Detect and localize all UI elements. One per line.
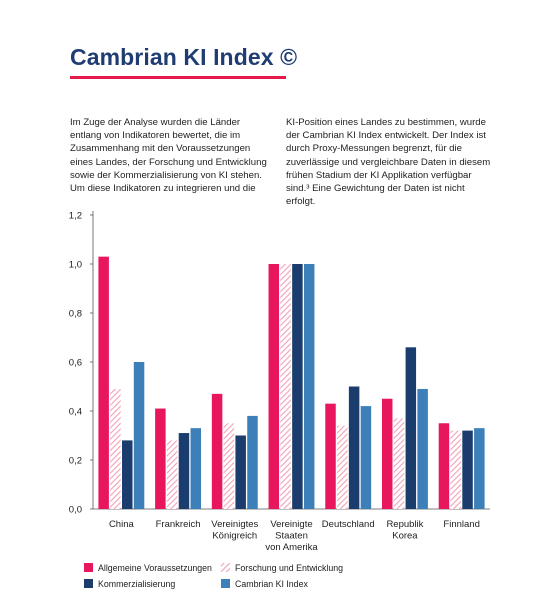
bar	[360, 406, 372, 509]
category-label: Vereinigtes	[211, 519, 258, 530]
y-tick-label: 0,6	[69, 358, 82, 369]
bar	[462, 430, 473, 509]
category-label: Deutschland	[322, 519, 375, 530]
y-tick-label: 0,8	[69, 309, 82, 320]
category-label: China	[109, 519, 135, 530]
legend-label: Kommerzialisierung	[98, 579, 175, 589]
bar	[393, 418, 405, 509]
bar	[474, 428, 485, 509]
page-title: Cambrian KI Index ©	[70, 44, 298, 70]
intro-text-left: Im Zuge der Analyse wurden die Länder en…	[70, 117, 267, 195]
category-label: Königreich	[212, 531, 257, 542]
legend-swatch	[84, 563, 93, 572]
legend-label: Cambrian KI Index	[235, 579, 308, 589]
chart-bars	[98, 256, 485, 509]
bar	[98, 256, 109, 509]
bar	[235, 435, 246, 509]
title-underline	[70, 76, 286, 79]
bar	[122, 440, 133, 509]
y-tick-label: 1,0	[69, 260, 82, 271]
bar	[190, 428, 202, 509]
bar	[223, 423, 235, 509]
bar	[166, 440, 178, 509]
y-tick-label: 0,0	[69, 505, 82, 516]
legend-label: Allgemeine Voraussetzungen	[98, 563, 212, 573]
bar	[438, 423, 450, 509]
bar	[247, 415, 258, 509]
category-label: Staaten	[275, 531, 308, 542]
legend-label: Forschung und Entwicklung	[235, 563, 343, 573]
category-label: Vereinigte	[270, 519, 312, 530]
bar	[381, 398, 393, 509]
bar	[417, 388, 428, 509]
bar	[280, 264, 291, 509]
bar	[178, 433, 190, 509]
bar	[110, 388, 121, 509]
legend-swatch	[221, 579, 230, 588]
category-label: Republik	[386, 519, 423, 530]
category-label: Frankreich	[156, 519, 201, 530]
chart-legend: Allgemeine Voraussetzungen Forschung und …	[84, 563, 343, 589]
bar	[292, 264, 303, 509]
bar	[133, 362, 145, 509]
category-label: Finnland	[443, 519, 479, 530]
bar	[450, 430, 461, 509]
bar	[337, 425, 348, 509]
bar	[268, 264, 280, 509]
intro-text-right: KI-Position eines Landes zu bestimmen, w…	[286, 117, 491, 208]
bar	[405, 347, 417, 509]
bar	[211, 393, 223, 509]
y-tick-label: 0,4	[69, 407, 82, 418]
bar	[155, 408, 166, 509]
category-label: von Amerika	[265, 542, 318, 553]
category-label: Korea	[392, 531, 418, 542]
bar	[303, 264, 315, 509]
y-tick-label: 1,2	[69, 211, 82, 222]
legend-swatch	[84, 579, 93, 588]
y-tick-label: 0,2	[69, 456, 82, 467]
bar	[325, 403, 336, 509]
legend-swatch	[221, 563, 230, 572]
bar	[348, 386, 360, 509]
